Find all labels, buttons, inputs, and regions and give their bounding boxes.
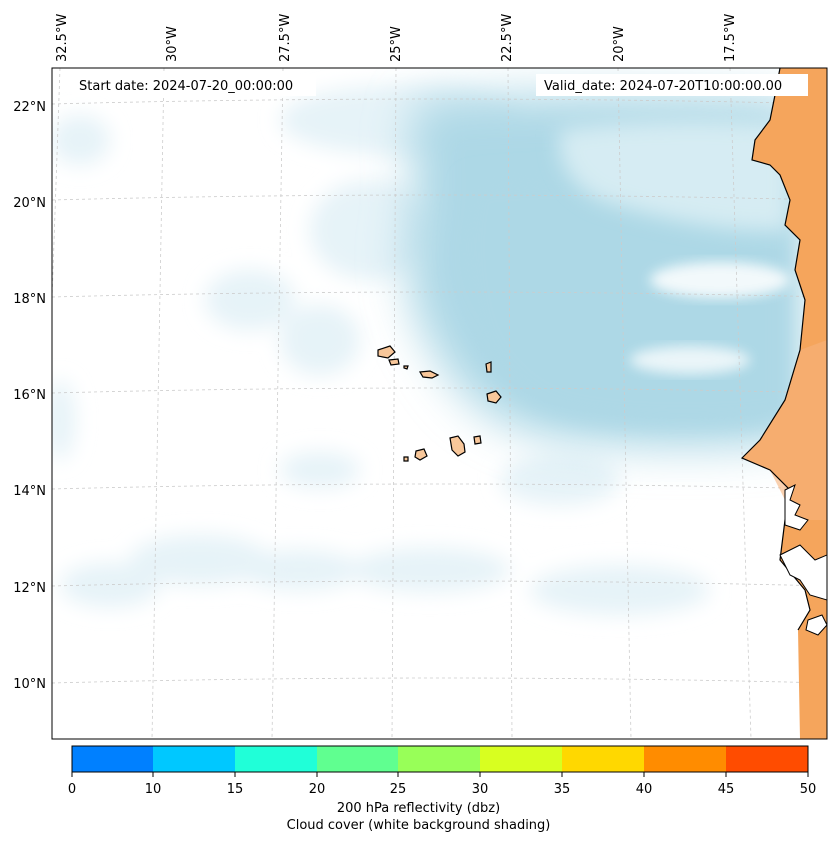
colorbar-bin-8 xyxy=(726,746,808,772)
colorbar-bin-2 xyxy=(235,746,317,772)
lat-label: 14°N xyxy=(13,484,46,499)
lat-label: 10°N xyxy=(13,677,46,692)
lon-label: 27.5°W xyxy=(278,14,293,62)
lat-label: 22°N xyxy=(13,100,46,115)
lon-label: 20°W xyxy=(612,26,627,62)
colorbar-tick: 30 xyxy=(472,782,489,797)
lat-label: 20°N xyxy=(13,196,46,211)
colorbar-bin-5 xyxy=(480,746,562,772)
colorbar-tick: 25 xyxy=(390,782,407,797)
lat-label: 16°N xyxy=(13,388,46,403)
colorbar-tick: 0 xyxy=(68,782,76,797)
colorbar-bin-0 xyxy=(72,746,154,772)
valid-date-text: Valid_date: 2024-07-20T10:00:00.00 xyxy=(544,79,782,94)
start-date-box xyxy=(72,74,316,96)
colorbar-tick: 40 xyxy=(636,782,653,797)
cape-verde-islands xyxy=(377,345,502,462)
lon-label: 17.5°W xyxy=(723,14,738,62)
colorbar-subtitle: Cloud cover (white background shading) xyxy=(286,818,551,833)
colorbar-tick: 45 xyxy=(718,782,735,797)
colorbar-tick: 50 xyxy=(800,782,817,797)
colorbar-bin-4 xyxy=(398,746,480,772)
colorbar-tick: 35 xyxy=(554,782,571,797)
colorbar-tick: 20 xyxy=(309,782,326,797)
colorbar-title: 200 hPa reflectivity (dbz) xyxy=(336,801,501,816)
colorbar-bin-7 xyxy=(644,746,726,772)
colorbar-tick: 10 xyxy=(145,782,162,797)
colorbar-bin-3 xyxy=(317,746,399,772)
land-africa xyxy=(740,68,827,739)
map-frame xyxy=(51,67,828,740)
colorbar-frame xyxy=(71,745,809,773)
latitude-labels: 22°N 20°N 18°N 16°N 14°N 12°N 10°N xyxy=(13,100,46,692)
start-date-text: Start date: 2024-07-20_00:00:00 xyxy=(79,79,293,94)
graticule xyxy=(52,68,827,739)
colorbar-bin-6 xyxy=(562,746,644,772)
lat-label: 18°N xyxy=(13,292,46,307)
longitude-labels: 32.5°W 30°W 27.5°W 25°W 22.5°W 20°W 17.5… xyxy=(55,14,738,62)
colorbar-bin-1 xyxy=(153,746,235,772)
valid-date-box xyxy=(536,74,808,96)
lon-label: 32.5°W xyxy=(55,14,70,62)
lon-label: 22.5°W xyxy=(500,14,515,62)
lon-label: 25°W xyxy=(389,26,404,62)
map-area xyxy=(52,68,827,739)
lat-label: 12°N xyxy=(13,581,46,596)
cloud-cover-main xyxy=(406,93,800,448)
colorbar: 0 10 15 20 25 30 35 40 45 50 xyxy=(68,745,817,797)
colorbar-tick: 15 xyxy=(227,782,244,797)
lon-label: 30°W xyxy=(165,26,180,62)
